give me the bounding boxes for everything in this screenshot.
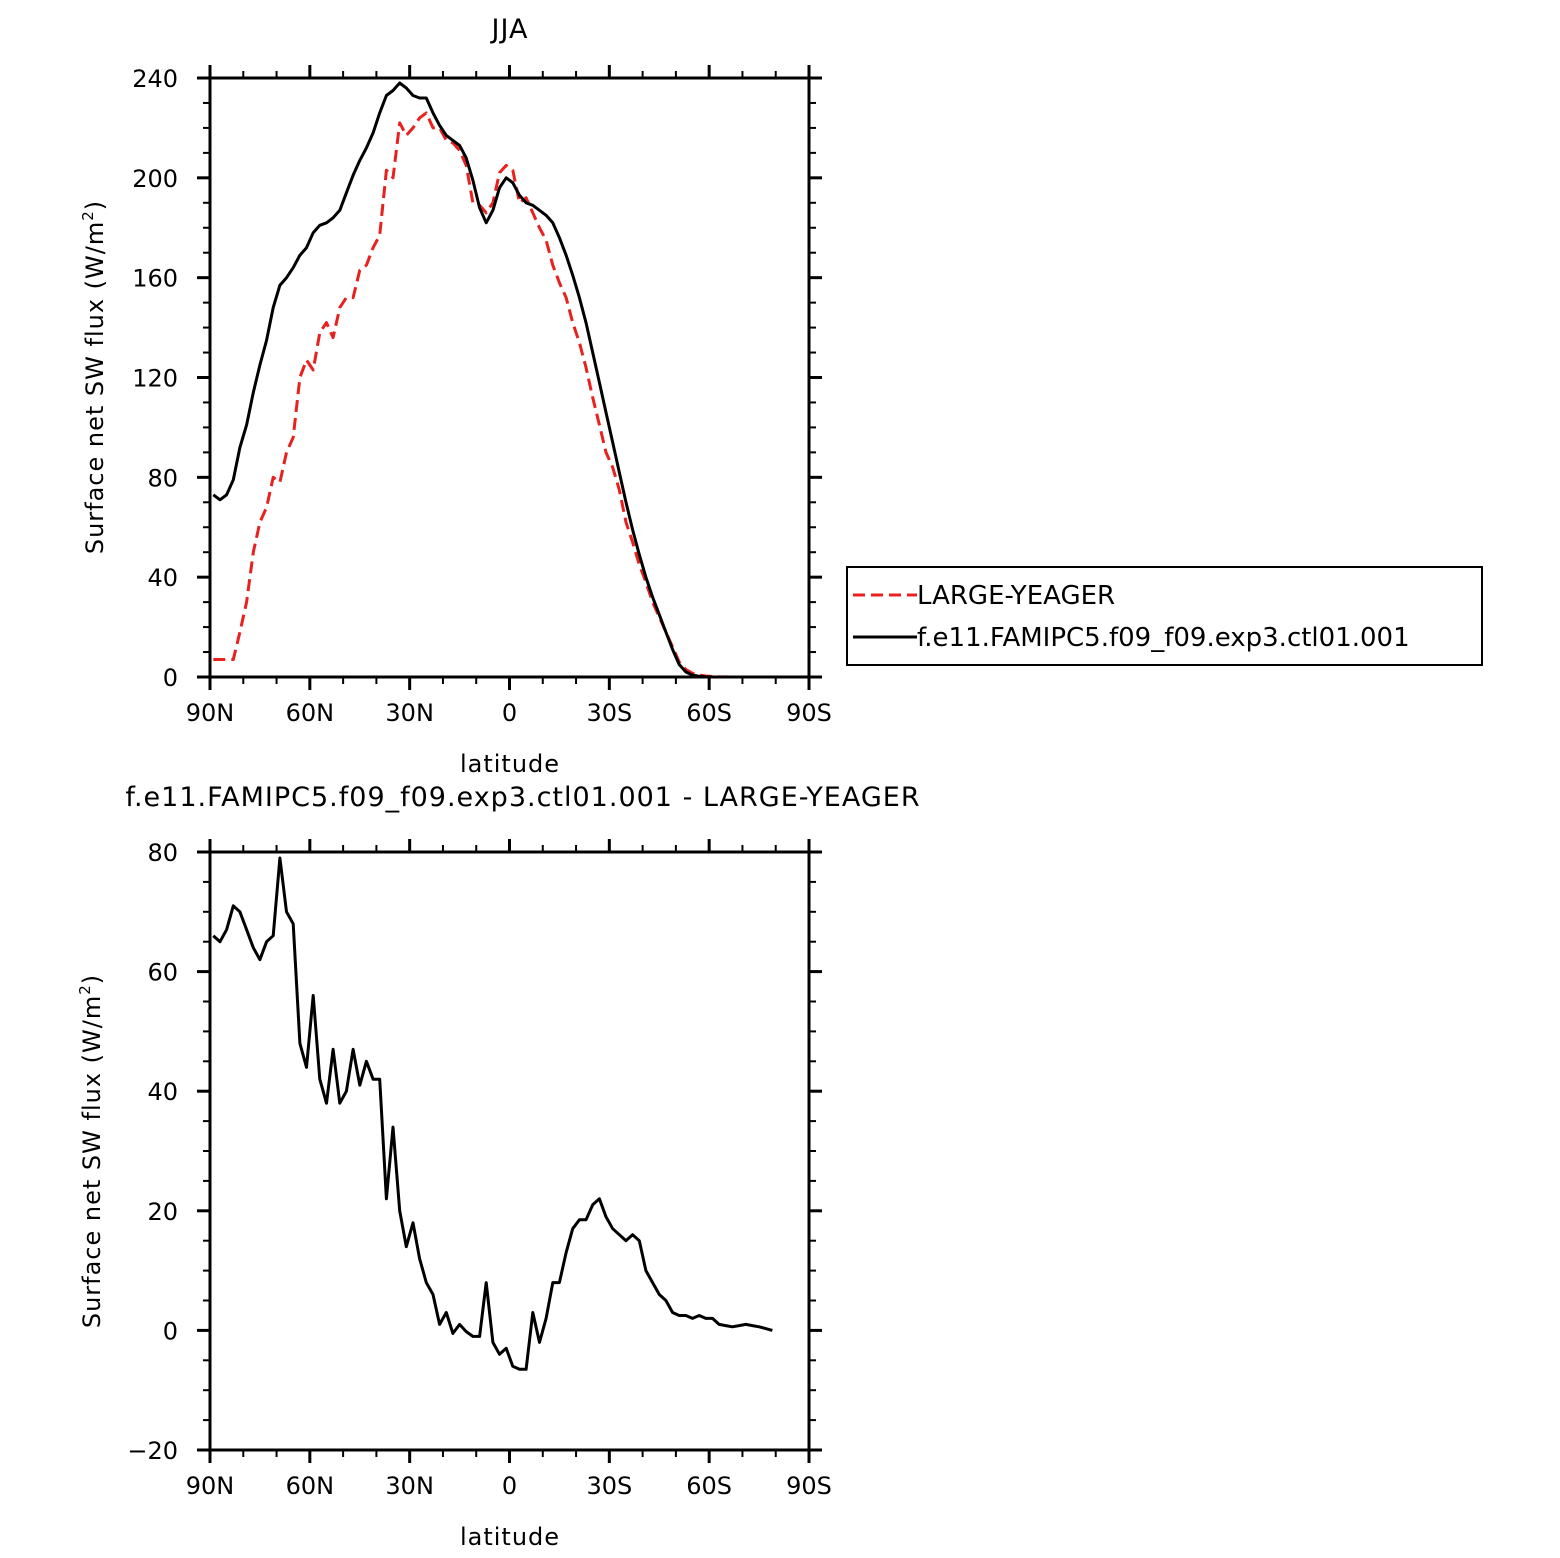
bottom-y-tick-label: 20	[147, 1198, 178, 1226]
bottom-x-tick-label: 60N	[286, 1472, 335, 1500]
top-y-tick-label: 240	[132, 65, 178, 93]
top-y-tick-label: 40	[147, 564, 178, 592]
top-panel: JJA 90N 60N 30N 0 30S 60S 90S 0 40 80 120 160 200 240…	[79, 14, 1483, 778]
top-y-tick-label: 120	[132, 365, 178, 393]
legend: LARGE-YEAGER f.e11.FAMIPC5.f09_f09.exp3.…	[846, 566, 1483, 666]
legend-label-ctl01: f.e11.FAMIPC5.f09_f09.exp3.ctl01.001	[917, 623, 1410, 653]
top-y-tick-label: 0	[163, 664, 178, 692]
bottom-x-tick-label: 30N	[385, 1472, 434, 1500]
bottom-x-tick-label: 0	[502, 1472, 517, 1500]
top-series-line-0	[213, 111, 773, 679]
top-x-tick-label: 30N	[385, 699, 434, 727]
bottom-y-axis-label-main: Surface net SW flux (W/m	[78, 995, 106, 1328]
top-x-tick-label: 0	[502, 699, 517, 727]
bottom-y-axis-label-sup: 2	[76, 984, 94, 995]
top-y-axis-label: Surface net SW flux (W/m2)	[79, 200, 109, 554]
top-x-tick-label: 90S	[786, 699, 832, 727]
bottom-series	[212, 856, 773, 1371]
bottom-axes: 90N 60N 30N 0 30S 60S 90S −20 0 20 40 60 80	[127, 839, 832, 1500]
top-y-axis-label-sup: 2	[79, 210, 97, 221]
top-x-tick-label: 30S	[586, 699, 632, 727]
bottom-y-tick-label: 40	[147, 1078, 178, 1106]
top-y-tick-label: 160	[132, 265, 178, 293]
top-chart-title: JJA	[490, 14, 529, 45]
top-x-tick-label: 60N	[286, 699, 335, 727]
top-y-tick-label: 200	[132, 165, 178, 193]
bottom-x-tick-label: 60S	[686, 1472, 732, 1500]
top-series	[212, 81, 773, 679]
bottom-series-line-0	[212, 856, 773, 1371]
top-axes: 90N 60N 30N 0 30S 60S 90S 0 40 80 120 160 200 240	[132, 65, 832, 727]
top-x-axis-label: latitude	[460, 750, 560, 778]
legend-label-large-yeager: LARGE-YEAGER	[917, 581, 1115, 611]
bottom-x-tick-label: 90N	[186, 1472, 235, 1500]
top-x-tick-label: 60S	[686, 699, 732, 727]
top-y-axis-label-main: Surface net SW flux (W/m	[81, 221, 109, 554]
bottom-x-axis-label: latitude	[460, 1523, 560, 1551]
top-y-tick-label: 80	[147, 464, 178, 492]
top-plot-frame	[208, 76, 811, 679]
bottom-y-tick-label: 80	[147, 839, 178, 867]
bottom-y-tick-label: 60	[147, 959, 178, 987]
top-y-axis-label-end: )	[81, 200, 109, 210]
bottom-x-tick-label: 30S	[586, 1472, 632, 1500]
bottom-chart-title: f.e11.FAMIPC5.f09_f09.exp3.ctl01.001 - L…	[125, 782, 920, 813]
top-series-line-1	[212, 81, 773, 679]
legend-box	[846, 566, 1483, 666]
bottom-x-tick-label: 90S	[786, 1472, 832, 1500]
bottom-y-axis-label: Surface net SW flux (W/m2)	[76, 974, 106, 1328]
top-x-tick-label: 90N	[186, 699, 235, 727]
bottom-y-axis-label-end: )	[78, 974, 106, 984]
bottom-panel: f.e11.FAMIPC5.f09_f09.exp3.ctl01.001 - L…	[76, 782, 920, 1551]
bottom-y-tick-label: −20	[127, 1437, 178, 1465]
bottom-y-tick-label: 0	[163, 1317, 178, 1345]
